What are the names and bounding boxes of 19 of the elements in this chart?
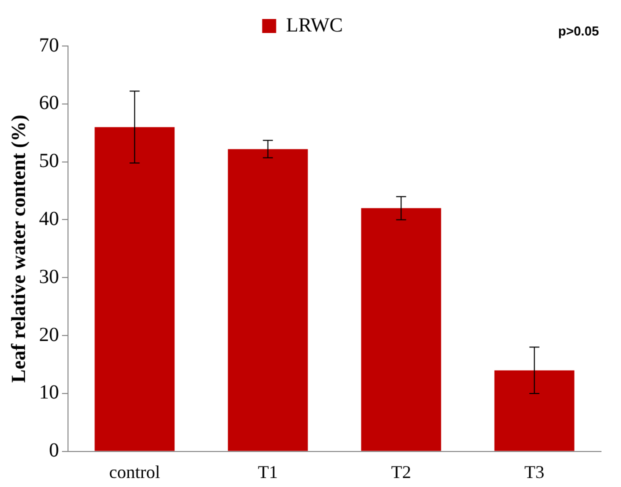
y-tick-label: 40 xyxy=(39,208,59,230)
y-tick-label: 20 xyxy=(39,324,59,346)
x-tick-label: control xyxy=(109,462,160,482)
legend-label: LRWC xyxy=(286,14,343,36)
y-tick-label: 60 xyxy=(39,92,59,114)
bar xyxy=(361,208,442,451)
bar xyxy=(228,149,308,451)
y-tick-label: 70 xyxy=(39,34,59,56)
y-axis-title: Leaf relative water content (%) xyxy=(8,114,30,383)
y-tick-label: 50 xyxy=(39,150,59,172)
x-tick-label: T2 xyxy=(391,462,412,482)
bar xyxy=(94,127,175,451)
x-tick-label: T3 xyxy=(524,462,544,482)
x-tick-label: T1 xyxy=(258,462,278,482)
y-tick-label: 10 xyxy=(39,382,59,404)
text: p>0.05 xyxy=(558,24,599,39)
bar xyxy=(494,370,574,451)
y-tick-label: 30 xyxy=(39,266,59,288)
y-tick-label: 0 xyxy=(49,440,59,462)
